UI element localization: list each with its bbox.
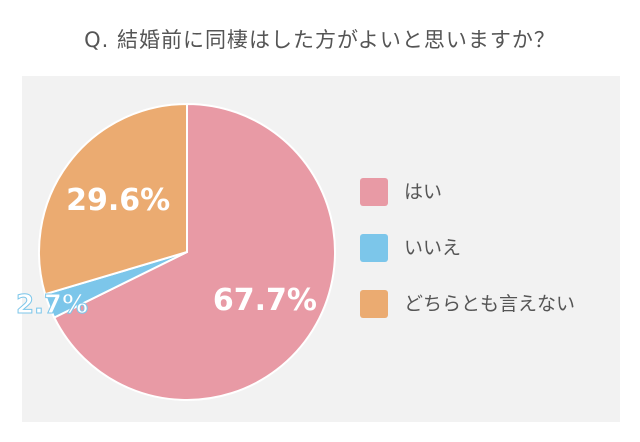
legend-label-hai: はい (404, 181, 443, 203)
pie-slice-hai (52, 102, 336, 401)
pie-label-neither: 29.6% (66, 183, 170, 218)
pie-label-iie: 2.7% (16, 290, 88, 320)
pie-label-hai: 67.7% (213, 283, 317, 318)
pie-slice-neither (38, 102, 188, 296)
legend-swatch-hai (360, 178, 388, 206)
legend-label-iie: いいえ (404, 237, 462, 259)
chart-title: Q. 結婚前に同棲はした方がよいと思いますか？ (84, 28, 556, 52)
legend-swatch-iie (360, 234, 388, 262)
legend-swatch-neither (360, 290, 388, 318)
legend-label-neither: どちらとも言えない (404, 293, 576, 315)
